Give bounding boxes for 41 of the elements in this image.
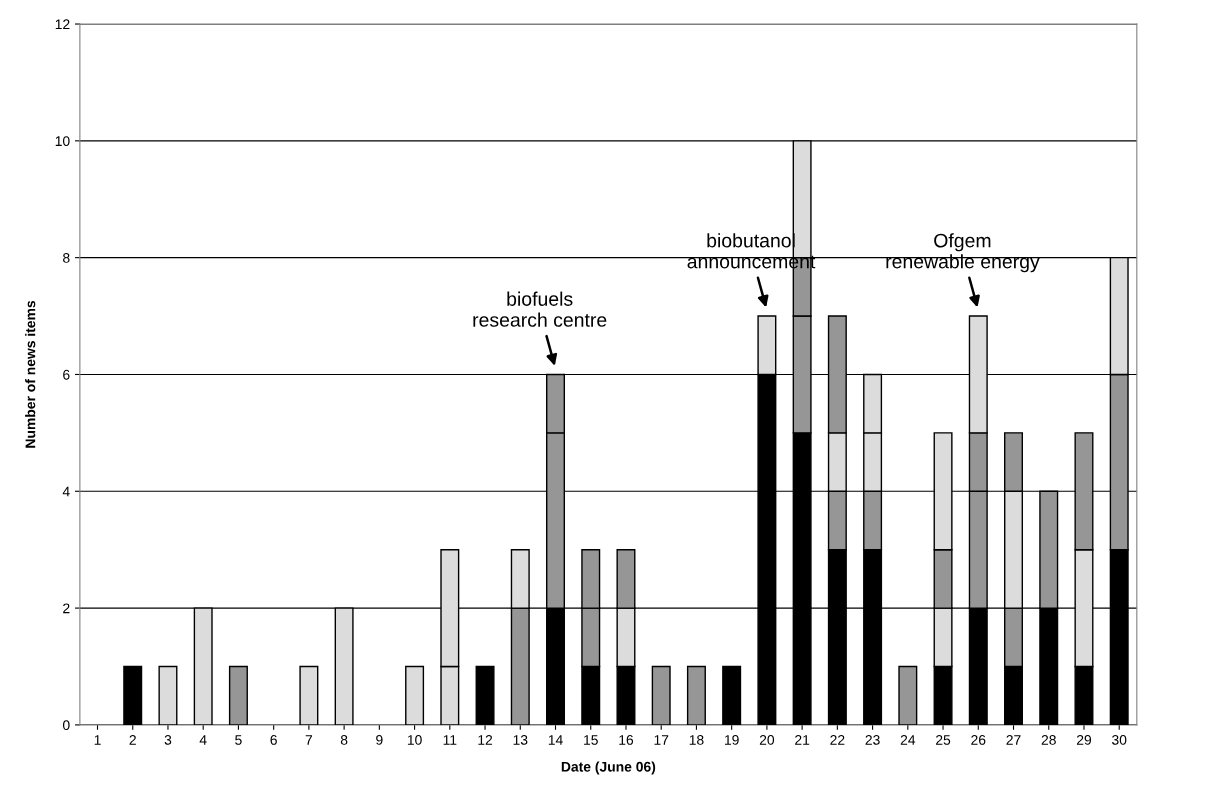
x-tick-label: 23 bbox=[865, 734, 880, 745]
x-tick-label: 25 bbox=[936, 734, 951, 745]
y-tick-label: 0 bbox=[62, 720, 70, 731]
x-tick-label: 29 bbox=[1076, 734, 1092, 745]
y-tick-label: 4 bbox=[62, 486, 70, 497]
x-tick-label: 3 bbox=[164, 734, 172, 745]
x-tick-label: 11 bbox=[443, 735, 457, 745]
annotation: Ofgem renewable energy bbox=[886, 233, 1040, 273]
x-tick-label: 24 bbox=[900, 734, 916, 745]
x-axis-title: Date (June 06) bbox=[561, 761, 656, 775]
x-tick-label: 30 bbox=[1112, 734, 1127, 745]
x-tick-label: 13 bbox=[513, 734, 528, 745]
y-tick-label: 6 bbox=[63, 369, 70, 380]
x-tick-label: 16 bbox=[619, 734, 634, 745]
y-tick-label: 8 bbox=[63, 252, 70, 263]
y-axis-title: Number of news items bbox=[25, 300, 36, 448]
y-tick-label: 12 bbox=[55, 19, 70, 30]
x-tick-label: 26 bbox=[971, 734, 986, 745]
x-tick-label: 4 bbox=[199, 735, 207, 745]
y-tick-label: 10 bbox=[55, 136, 70, 147]
x-tick-label: 8 bbox=[340, 734, 348, 745]
x-tick-label: 9 bbox=[376, 734, 383, 745]
y-tick-label: 2 bbox=[63, 603, 70, 614]
x-tick-label: 1 bbox=[94, 735, 101, 745]
x-tick-label: 17 bbox=[654, 735, 669, 745]
x-tick-label: 5 bbox=[235, 735, 242, 745]
x-tick-label: 22 bbox=[830, 734, 845, 745]
x-tick-label: 12 bbox=[478, 734, 493, 745]
x-tick-label: 15 bbox=[584, 735, 598, 745]
x-tick-label: 19 bbox=[725, 734, 739, 745]
x-tick-label: 18 bbox=[689, 734, 704, 745]
x-tick-label: 21 bbox=[795, 734, 810, 745]
x-tick-label: 2 bbox=[129, 734, 136, 745]
x-tick-label: 28 bbox=[1041, 734, 1056, 745]
x-tick-label: 20 bbox=[759, 734, 775, 745]
x-tick-label: 10 bbox=[407, 734, 422, 745]
x-tick-label: 14 bbox=[548, 735, 563, 745]
x-tick-label: 27 bbox=[1006, 734, 1021, 745]
annotation: biofuels research centre bbox=[473, 291, 607, 327]
x-tick-label: 6 bbox=[270, 734, 277, 745]
x-tick-label: 7 bbox=[305, 735, 313, 745]
